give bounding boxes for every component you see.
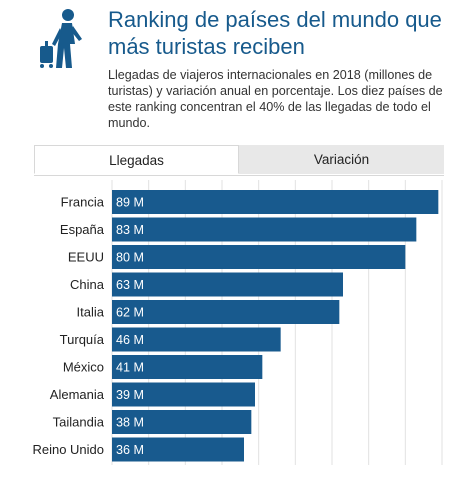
traveler-with-suitcase-icon — [40, 9, 82, 68]
category-label: Alemania — [50, 387, 105, 402]
tab-variacion[interactable]: Variación — [239, 145, 444, 174]
bar[interactable] — [112, 410, 252, 434]
bar-value-label: 38 M — [116, 416, 144, 430]
bar-value-label: 63 M — [116, 278, 144, 292]
bar[interactable] — [112, 217, 417, 242]
bar-value-label: 46 M — [116, 333, 144, 347]
bar-value-label: 41 M — [116, 361, 144, 375]
bar-value-label: 62 M — [116, 306, 144, 320]
bar[interactable] — [112, 272, 343, 297]
category-label: EEUU — [68, 250, 104, 265]
category-label: Tailandia — [53, 415, 105, 430]
tab-bar: Llegadas Variación — [34, 145, 444, 176]
bar[interactable] — [112, 300, 340, 324]
bar-value-label: 39 M — [116, 388, 144, 402]
category-label: Reino Unido — [32, 442, 104, 457]
category-label: China — [70, 277, 105, 292]
bar[interactable] — [112, 437, 244, 462]
bar[interactable] — [112, 382, 255, 407]
category-label: Turquía — [60, 332, 105, 347]
bar[interactable] — [112, 190, 439, 214]
bar-value-label: 89 M — [116, 196, 144, 210]
chart-header: Ranking de países del mundo que más turi… — [0, 0, 474, 140]
page-title: Ranking de países del mundo que más turi… — [108, 7, 442, 59]
category-label: Francia — [61, 195, 105, 210]
category-label: México — [63, 360, 104, 375]
bar[interactable] — [112, 245, 406, 269]
bar-value-label: 83 M — [116, 223, 144, 237]
tab-llegadas[interactable]: Llegadas — [34, 145, 239, 174]
bar-value-label: 36 M — [116, 443, 144, 457]
bar[interactable] — [112, 355, 263, 379]
category-label: España — [60, 222, 105, 237]
chart-subtitle: Llegadas de viajeros internacionales en … — [108, 68, 443, 130]
category-label: Italia — [77, 305, 105, 320]
bar-value-label: 80 M — [116, 251, 144, 265]
bar-chart: Francia 89 M España 83 M EEUU 80 M China 63 M It… — [32, 180, 443, 465]
bar[interactable] — [112, 327, 281, 352]
